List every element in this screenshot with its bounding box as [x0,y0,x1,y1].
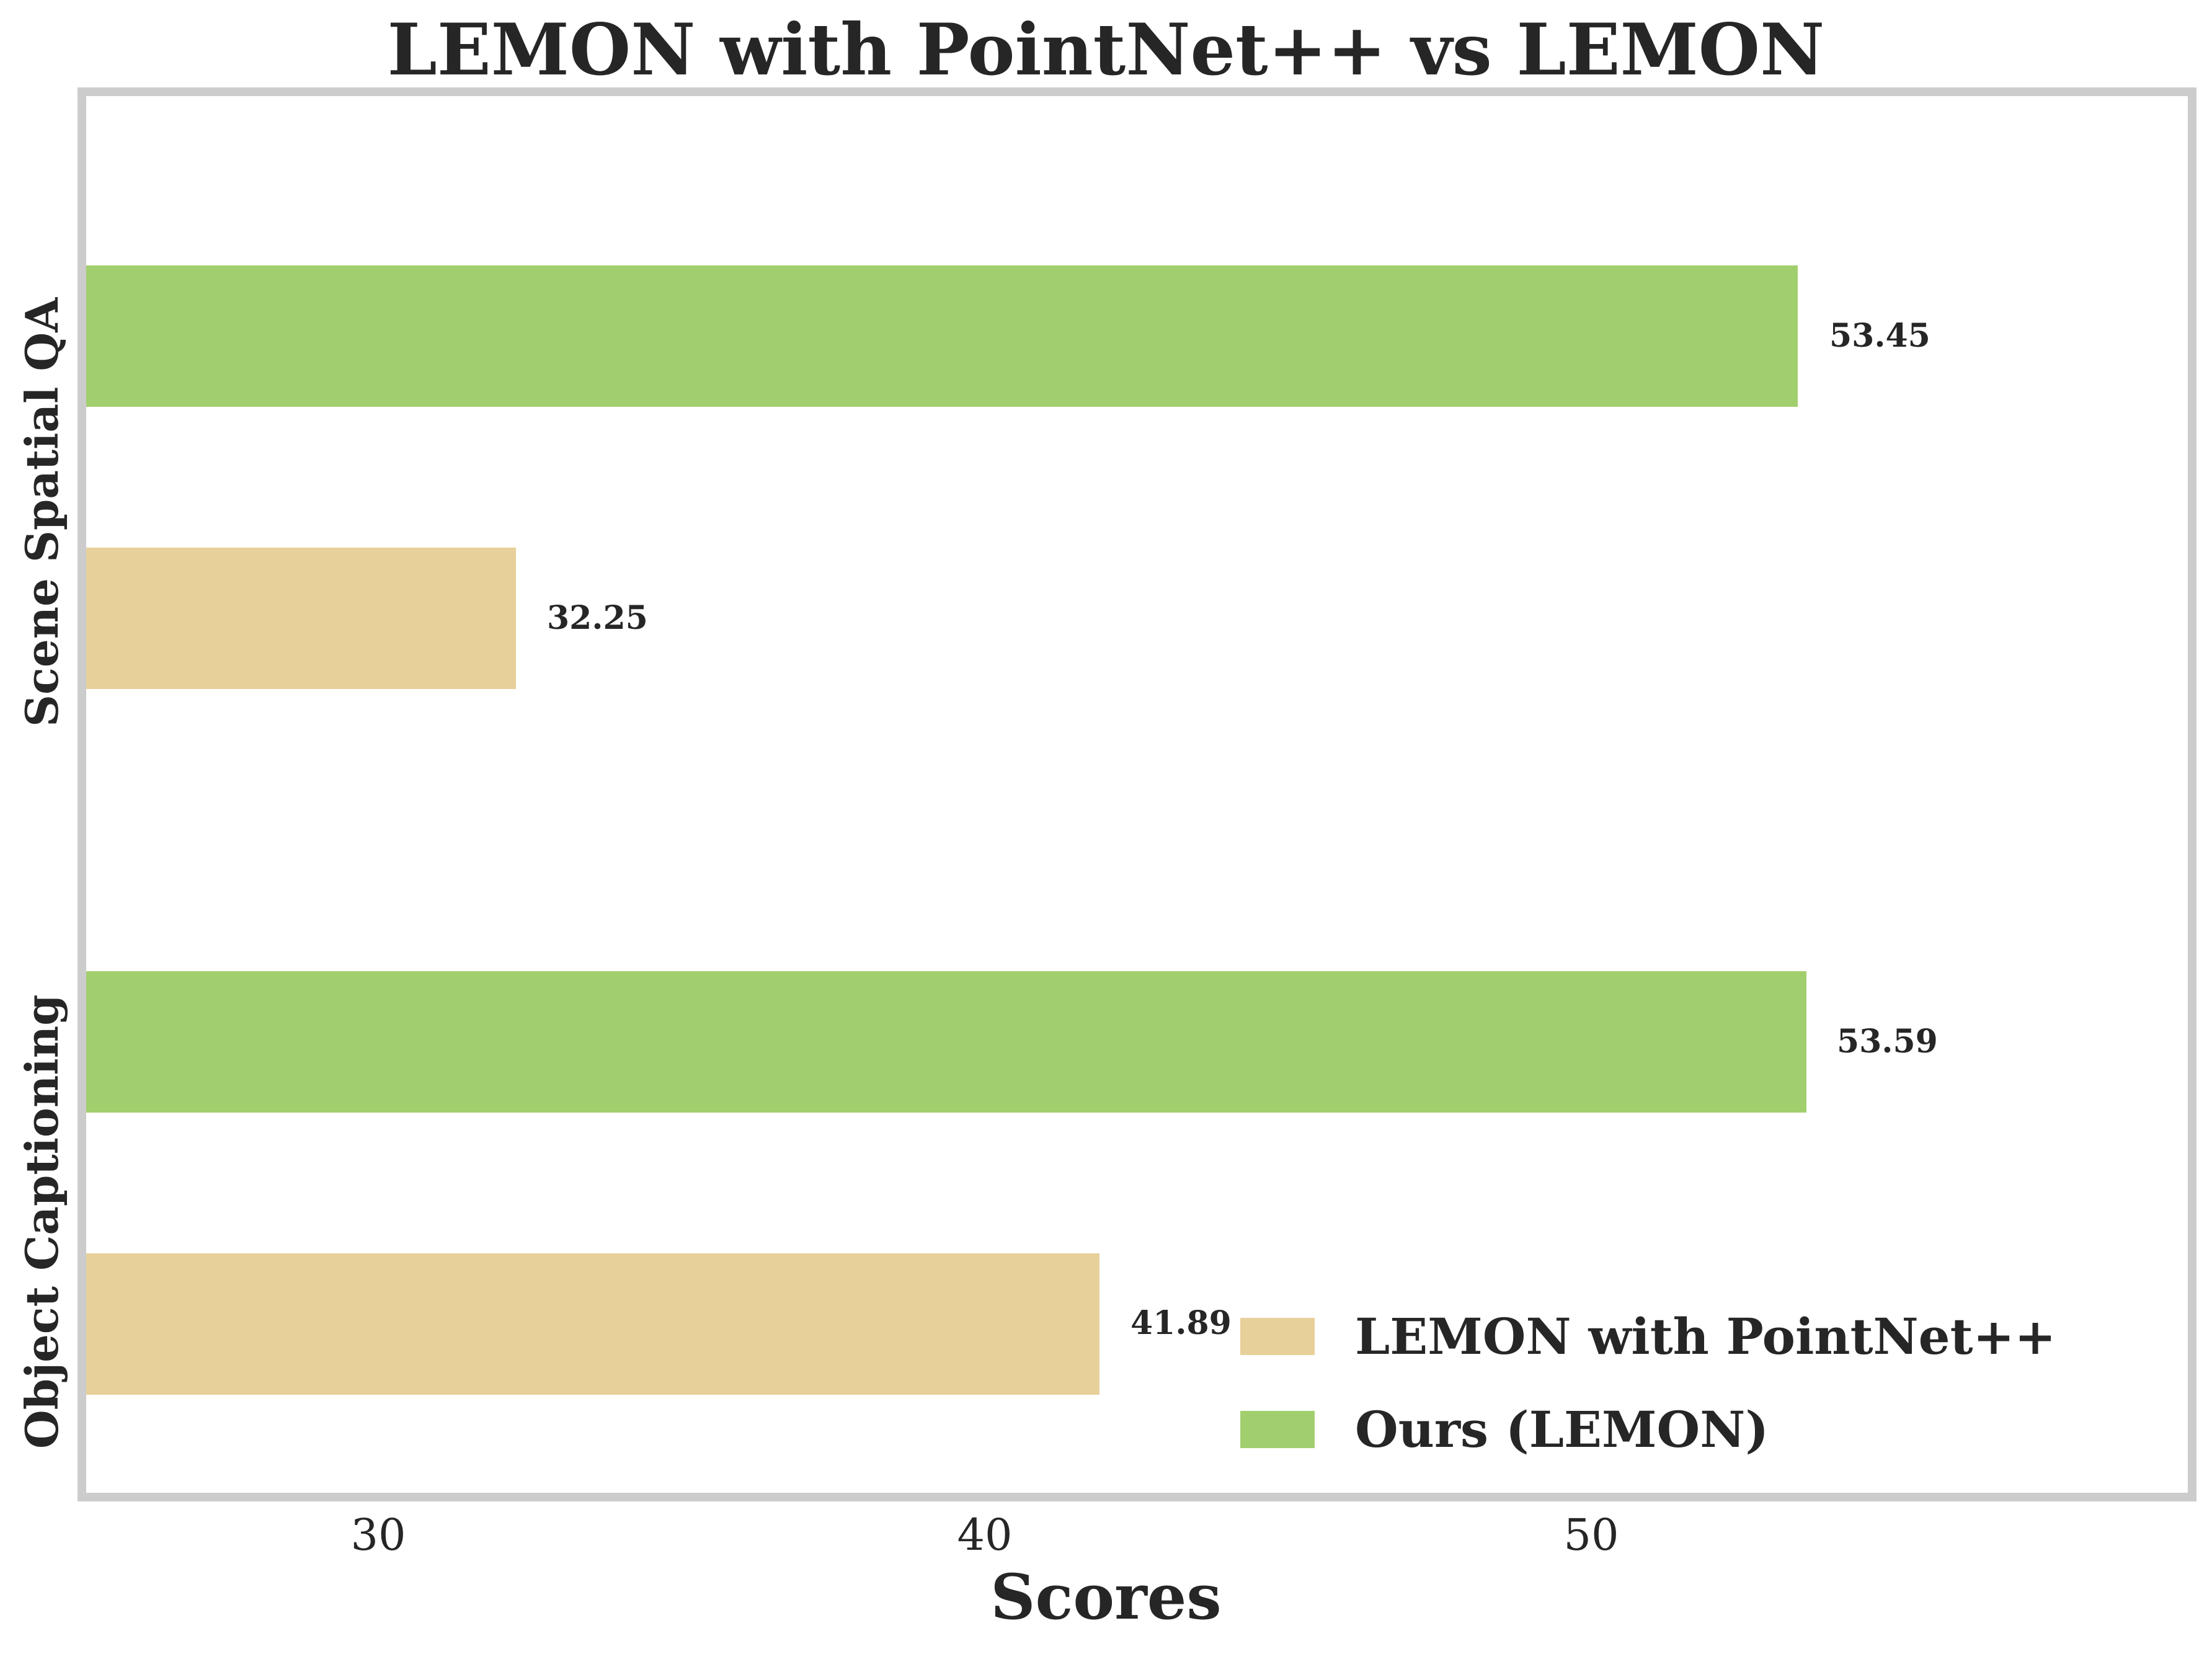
y-category-label: Object Captioning [16,994,68,1449]
y-category-label: Scene Spatial QA [16,297,68,727]
legend-label: LEMON with PointNet++ [1355,1307,2056,1366]
legend-item: Ours (LEMON) [1240,1383,2056,1476]
chart-title: LEMON with PointNet++ vs LEMON [387,8,1825,91]
x-axis-label: Scores [990,1560,1222,1634]
legend-swatch-green [1240,1411,1315,1448]
legend-item: LEMON with PointNet++ [1240,1290,2056,1383]
bar-object-captioning-ours [86,971,1806,1113]
value-label: 41.89 [1130,1304,1232,1342]
legend-label: Ours (LEMON) [1355,1400,1769,1459]
bar-object-captioning-pointnet [86,1253,1099,1395]
value-label: 53.59 [1837,1023,1938,1060]
x-tick-label: 30 [350,1509,406,1560]
x-tick-label: 50 [1563,1509,1619,1560]
value-label: 32.25 [547,599,648,637]
x-tick-label: 40 [957,1509,1013,1560]
value-label: 53.45 [1829,317,1930,355]
legend-swatch-tan [1240,1318,1315,1355]
bar-scene-spatial-qa-ours [86,265,1798,407]
bar-scene-spatial-qa-pointnet [86,548,516,689]
legend: LEMON with PointNet++ Ours (LEMON) [1240,1290,2056,1476]
